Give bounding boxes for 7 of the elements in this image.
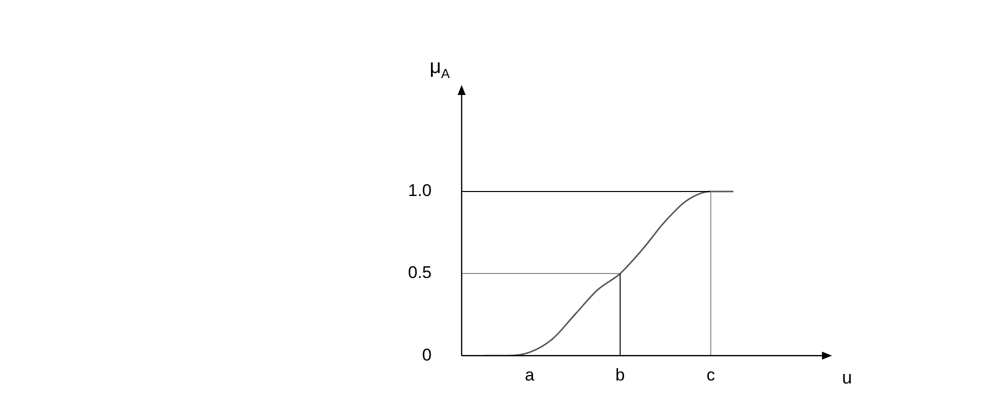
y-tick-label: 0: [422, 345, 432, 364]
x-axis-title: u: [842, 368, 852, 388]
x-tick-label: c: [706, 365, 716, 384]
y-tick-label: 1.0: [408, 181, 432, 200]
x-tick-label: b: [615, 365, 625, 384]
y-tick-label: 0.5: [408, 263, 432, 282]
x-tick-label: a: [524, 365, 535, 384]
